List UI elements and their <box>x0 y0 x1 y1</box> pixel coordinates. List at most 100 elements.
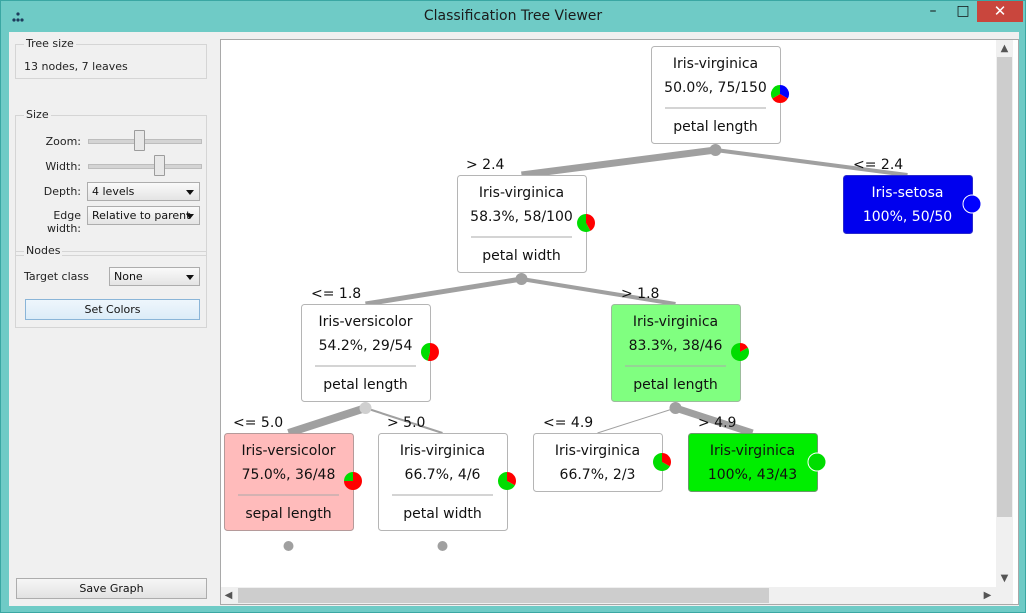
split-dot <box>709 144 722 156</box>
edge-condition-label: <= 1.8 <box>311 286 361 302</box>
size-group: Size Zoom: Width: Depth: 4 levels Edge w… <box>15 108 207 256</box>
edge-width-label: Edge width: <box>46 209 81 235</box>
node-class-label: Iris-setosa <box>872 185 944 201</box>
edge-condition-label: > 5.0 <box>387 415 425 431</box>
set-colors-button[interactable]: Set Colors <box>25 299 200 320</box>
tree-edge <box>365 276 522 307</box>
minimize-icon: – <box>929 3 937 19</box>
maximize-button[interactable]: □ <box>949 1 977 22</box>
vertical-scrollbar[interactable]: ▲ ▼ <box>996 40 1013 587</box>
node-stats-label: 58.3%, 58/100 <box>470 209 573 225</box>
edge-condition-label: <= 4.9 <box>543 415 593 431</box>
close-icon: ✕ <box>993 2 1007 20</box>
split-dot <box>515 273 528 285</box>
collapsed-branch-dot <box>437 541 448 551</box>
scrollbar-corner <box>997 587 1013 604</box>
tree-edge <box>597 407 676 434</box>
tree-size-title: Tree size <box>24 37 76 50</box>
client-area: Tree size 13 nodes, 7 leaves Size Zoom: … <box>9 32 1019 606</box>
tree-edge <box>287 404 367 437</box>
node-class-label: Iris-virginica <box>400 443 485 459</box>
tree-edge <box>715 148 908 177</box>
class-pie-slice <box>772 94 788 104</box>
node-stats-label: 75.0%, 36/48 <box>242 467 336 483</box>
node-stats-label: 54.2%, 29/54 <box>319 338 413 354</box>
tree-size-value: 13 nodes, 7 leaves <box>24 60 128 73</box>
node-class-label: Iris-virginica <box>673 56 758 72</box>
edge-condition-label: <= 2.4 <box>853 157 903 173</box>
horizontal-scrollbar[interactable]: ◀ ▶ <box>221 587 997 604</box>
tree-canvas[interactable]: Iris-virginica 50.0%, 75/150 petal length I… <box>220 39 1019 605</box>
edge-condition-label: > 2.4 <box>466 157 505 173</box>
tree-size-group: Tree size 13 nodes, 7 leaves <box>15 37 207 79</box>
control-sidebar: Tree size 13 nodes, 7 leaves Size Zoom: … <box>9 32 214 606</box>
edge-width-select-value: Relative to parent <box>92 209 191 222</box>
class-pie-slice <box>427 343 440 361</box>
chevron-down-icon <box>186 275 194 280</box>
edge-condition-label: > 4.9 <box>698 415 736 431</box>
title-bar[interactable]: Classification Tree Viewer – □ ✕ <box>1 1 1025 32</box>
class-pie-slice <box>507 472 516 486</box>
node-split-label: petal width <box>482 248 561 264</box>
node-class-label: Iris-virginica <box>633 314 718 330</box>
horizontal-scroll-thumb[interactable] <box>238 588 769 603</box>
class-pie-slice <box>421 343 430 361</box>
width-slider-handle[interactable] <box>154 155 166 176</box>
tree-app-icon <box>12 12 24 22</box>
tree-graph: Iris-virginica 50.0%, 75/150 petal length I… <box>224 46 982 551</box>
node-class-label: Iris-virginica <box>555 443 640 459</box>
target-class-select[interactable]: None <box>109 267 200 286</box>
depth-label: Depth: <box>43 185 81 198</box>
class-pie-slice <box>740 342 748 352</box>
scroll-right-icon[interactable]: ▶ <box>983 590 992 601</box>
save-graph-button[interactable]: Save Graph <box>16 578 207 599</box>
edge-width-select[interactable]: Relative to parent <box>87 206 200 225</box>
node-split-label: petal length <box>633 377 718 393</box>
tree-edge <box>521 146 716 179</box>
depth-select[interactable]: 4 levels <box>87 182 200 201</box>
class-pie-slice <box>577 214 591 233</box>
scroll-up-icon[interactable]: ▲ <box>1000 43 1009 54</box>
node-class-label: Iris-versicolor <box>318 314 412 330</box>
tree-edge <box>674 404 754 437</box>
class-pie-icon <box>807 452 827 472</box>
edge-condition-label: <= 5.0 <box>233 415 283 431</box>
width-label: Width: <box>45 160 81 173</box>
class-pie-slice <box>771 85 780 99</box>
node-stats-label: 66.7%, 4/6 <box>405 467 481 483</box>
split-dot <box>669 402 682 414</box>
node-stats-label: 50.0%, 75/150 <box>664 80 767 96</box>
scroll-down-icon[interactable]: ▼ <box>1000 573 1009 584</box>
node-stats-label: 100%, 43/43 <box>708 467 797 483</box>
node-stats-label: 83.3%, 38/46 <box>629 338 723 354</box>
depth-select-value: 4 levels <box>92 185 135 198</box>
scroll-left-icon[interactable]: ◀ <box>224 590 233 601</box>
class-pie-slice <box>653 453 670 472</box>
node-class-label: Iris-versicolor <box>241 443 335 459</box>
minimize-button[interactable]: – <box>919 1 947 22</box>
class-pie-slice <box>344 472 353 481</box>
zoom-slider-track[interactable] <box>88 139 202 144</box>
split-dot <box>359 402 372 414</box>
width-slider-track[interactable] <box>88 164 202 169</box>
class-pie-icon <box>962 194 982 214</box>
target-class-label: Target class <box>24 270 89 283</box>
nodes-title: Nodes <box>24 244 63 257</box>
close-button[interactable]: ✕ <box>977 1 1023 22</box>
size-title: Size <box>24 108 51 121</box>
node-class-label: Iris-virginica <box>479 185 564 201</box>
chevron-down-icon <box>186 190 194 195</box>
zoom-slider-handle[interactable] <box>133 130 145 151</box>
node-split-label: petal length <box>673 119 758 135</box>
target-class-select-value: None <box>114 270 143 283</box>
node-split-label: sepal length <box>245 506 331 522</box>
node-stats-label: 100%, 50/50 <box>863 209 952 225</box>
class-pie-slice <box>731 343 749 361</box>
tree-edge <box>521 277 676 306</box>
node-split-label: petal width <box>403 506 482 522</box>
maximize-icon: □ <box>956 3 970 19</box>
collapsed-branch-dot <box>283 541 294 551</box>
vertical-scroll-thumb[interactable] <box>997 57 1012 517</box>
class-pie-slice <box>586 214 595 231</box>
